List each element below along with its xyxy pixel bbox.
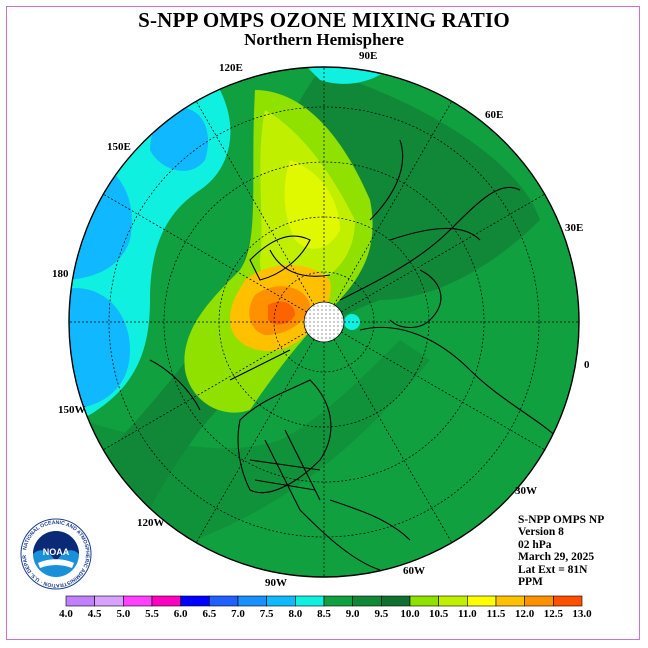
- lon-label-120w: 120W: [137, 517, 165, 529]
- colorbar-swatch: [266, 595, 296, 607]
- noaa-logo-icon: NATIONAL OCEANIC AND ATMOSPHERIC ADMINIS…: [20, 518, 92, 590]
- info-date: March 29, 2025: [518, 551, 595, 564]
- info-units: PPM: [518, 576, 543, 589]
- colorbar-tick-label: 5.0: [116, 608, 131, 620]
- lon-label-150w: 150W: [58, 404, 86, 416]
- colorbar-swatch: [409, 595, 439, 607]
- colorbar-tick-label: 6.0: [173, 608, 188, 620]
- product-info: S-NPP OMPS NP Version 8 02 hPa March 29,…: [518, 514, 604, 588]
- colorbar-swatch: [381, 595, 411, 607]
- colorbar-swatch: [65, 595, 95, 607]
- graticule: [69, 67, 579, 577]
- lon-label-0: 0: [584, 359, 590, 371]
- colorbar-tick-label: 6.5: [202, 608, 217, 620]
- colorbar-swatch: [209, 595, 239, 607]
- colorbar-swatch: [495, 595, 525, 607]
- map-subtitle: Northern Hemisphere: [244, 30, 404, 49]
- lon-label-90w: 90W: [265, 577, 287, 589]
- colorbar-tick-label: 7.0: [231, 608, 245, 620]
- lon-label-30e: 30E: [565, 222, 584, 234]
- info-version: Version 8: [518, 526, 564, 539]
- colorbar-tick-label: 9.5: [374, 608, 389, 620]
- map-title: S-NPP OMPS OZONE MIXING RATIO: [138, 8, 510, 32]
- colorbar-tick-label: 11.0: [458, 608, 477, 620]
- lon-label-60e: 60E: [485, 109, 504, 121]
- colorbar-tick-label: 9.0: [345, 608, 360, 620]
- info-instrument: S-NPP OMPS NP: [518, 514, 605, 526]
- colorbar-swatch: [467, 595, 497, 607]
- polar-data-gap: [303, 301, 345, 343]
- colorbar-swatch: [295, 595, 325, 607]
- colorbar-tick-label: 10.0: [400, 608, 420, 620]
- colorbar-tick-label: 12.5: [543, 608, 563, 620]
- figure-frame: [6, 6, 640, 640]
- colorbar-tick-label: 7.5: [259, 608, 274, 620]
- colorbar-tick-label: 4.5: [87, 608, 102, 620]
- map-boundary: [68, 66, 580, 578]
- colorbar-swatch: [352, 595, 382, 607]
- colorbar-swatch: [151, 595, 181, 607]
- colorbar-tick-label: 8.0: [288, 608, 303, 620]
- lon-label-60w: 60W: [403, 565, 425, 577]
- colorbar: [65, 595, 583, 607]
- lon-label-120e: 120E: [219, 62, 243, 74]
- lon-label-180: 180: [52, 268, 69, 280]
- colorbar-swatch: [123, 595, 153, 607]
- colorbar-swatch: [524, 595, 554, 607]
- colorbar-swatch: [323, 595, 353, 607]
- colorbar-tick-label: 11.5: [486, 608, 506, 620]
- colorbar-tick-label: 10.5: [429, 608, 449, 620]
- colorbar-tick-label: 4.0: [59, 608, 73, 620]
- colorbar-tick-label: 5.5: [145, 608, 159, 620]
- colorbar-swatch: [94, 595, 124, 607]
- colorbar-swatch: [438, 595, 468, 607]
- colorbar-tick-label: 13.0: [572, 608, 592, 620]
- info-latitude-extent: Lat Ext = 81N: [518, 563, 588, 576]
- logo-text: NOAA: [43, 547, 70, 557]
- info-pressure-level: 02 hPa: [518, 538, 552, 551]
- colorbar-tick-label: 12.0: [515, 608, 535, 620]
- colorbar-swatch: [180, 595, 210, 607]
- colorbar-tick-label: 8.5: [317, 608, 331, 620]
- lon-label-150e: 150E: [107, 141, 131, 153]
- colorbar-swatch: [553, 595, 583, 607]
- coastlines: [149, 139, 561, 571]
- lon-label-30w: 30W: [515, 485, 537, 497]
- lon-label-90e: 90E: [359, 50, 378, 62]
- colorbar-swatch: [237, 595, 267, 607]
